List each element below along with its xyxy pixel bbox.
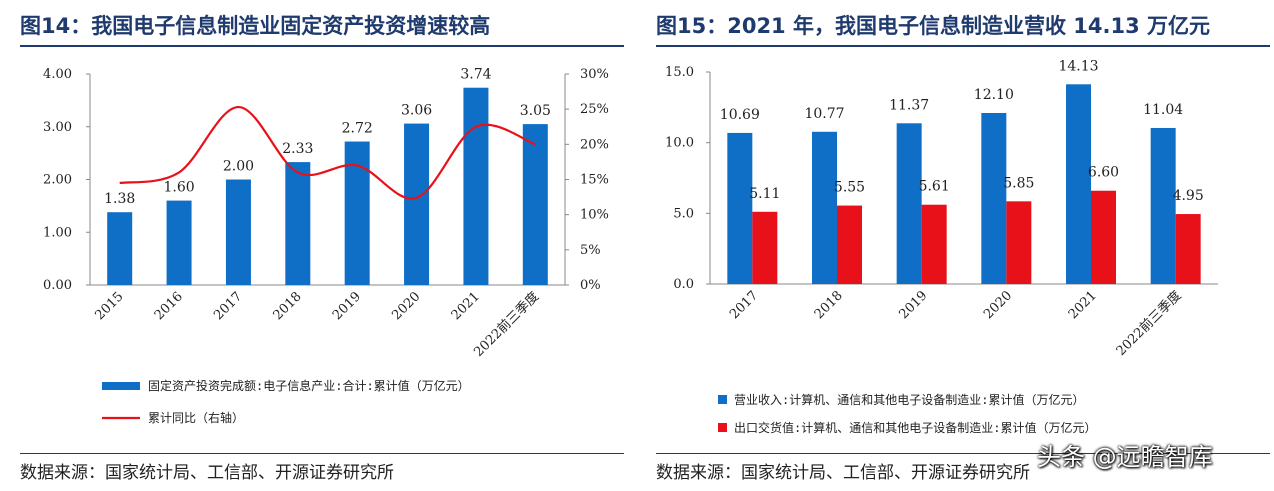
bar-data-label: 3.74 <box>460 67 491 83</box>
bar-revenue-data-label: 11.37 <box>889 97 929 113</box>
bar-export <box>921 204 947 284</box>
bar-export-data-label: 5.61 <box>919 179 950 195</box>
right-y-tick-label: 10% <box>580 208 609 223</box>
line-yoy-growth <box>119 105 536 200</box>
bar-data-label: 2.00 <box>223 159 254 175</box>
bar-data-label: 2.72 <box>342 121 373 137</box>
right-y-tick-label: 0% <box>580 278 601 293</box>
bar-data-label: 1.38 <box>104 191 135 207</box>
legend-label-revenue: 营业收入:计算机、通信和其他电子设备制造业:累计值（万亿元） <box>734 392 1084 407</box>
figure-14-panel: 图14：我国电子信息制造业固定资产投资增速较高 0.00 1.00 2.00 3.00… <box>0 0 628 491</box>
left-y-tick-label: 4.00 <box>43 67 72 82</box>
bar-investment <box>404 123 430 286</box>
bar-export-data-label: 5.55 <box>834 180 865 196</box>
bar-export-data-label: 6.60 <box>1088 165 1119 181</box>
left-y-tick-label: 0.00 <box>43 278 72 293</box>
bar-data-label: 3.06 <box>401 103 432 119</box>
bar-revenue <box>1066 84 1091 285</box>
bar-investment <box>166 200 192 285</box>
right-y-tick-label: 25% <box>580 102 609 117</box>
x-tick-label: 2015 <box>93 289 127 323</box>
right-y-tick-label: 30% <box>580 67 609 82</box>
left-y-tick-label: 3.00 <box>43 120 72 135</box>
legend-label-growth: 累计同比（右轴） <box>148 410 244 425</box>
legend-swatch-investment <box>102 382 140 390</box>
bar-revenue-data-label: 14.13 <box>1058 58 1098 74</box>
x-tick-label: 2019 <box>330 289 364 323</box>
right-y-tick-label: 5% <box>580 243 601 258</box>
bar-investment <box>522 124 548 285</box>
watermark: 头条 @远瞻智库 <box>1037 443 1213 471</box>
bar-investment <box>285 162 311 285</box>
x-tick-label: 2016 <box>152 289 186 323</box>
figure-14-title: 图14：我国电子信息制造业固定资产投资增速较高 <box>20 14 491 38</box>
bar-data-label: 1.60 <box>163 180 194 196</box>
bar-export-data-label: 4.95 <box>1173 188 1204 204</box>
bar-data-label: 3.05 <box>520 103 551 119</box>
bar-revenue <box>812 131 837 284</box>
x-tick-label: 2018 <box>271 289 305 323</box>
legend-label-export: 出口交货值:计算机、通信和其他电子设备制造业:累计值（万亿元） <box>734 420 1096 435</box>
figure-15-source-rule <box>656 453 1270 454</box>
right-y-tick-label: 20% <box>580 137 609 152</box>
bar-export <box>752 211 778 284</box>
figure-14-chart: 0.00 1.00 2.00 3.00 4.00 0% 5% 10% 15% 20% 25% 30% 1… <box>43 67 609 425</box>
bar-export <box>1006 201 1032 284</box>
x-tick-label: 2017 <box>211 289 245 323</box>
figure-15-chart: 0.0 5.0 10.0 15.0 10.69 5.11 2017 10.77 5.55 2018… <box>665 58 1218 435</box>
figure-15-panel: 图15：2021 年，我国电子信息制造业营收 14.13 万亿元 0.0 5.0 1… <box>650 0 1274 491</box>
x-tick-label: 2020 <box>981 288 1015 322</box>
bar-revenue <box>981 112 1007 284</box>
bar-revenue-data-label: 11.04 <box>1143 102 1183 118</box>
x-tick-label: 2019 <box>896 288 930 322</box>
bar-revenue <box>896 123 922 284</box>
figure-14-source-rule <box>20 453 624 454</box>
bar-export <box>837 205 862 284</box>
x-tick-label: 2021 <box>1066 288 1100 322</box>
figure-15-source: 数据来源：国家统计局、工信部、开源证券研究所 <box>656 463 1030 483</box>
bar-investment <box>107 212 133 285</box>
legend-label-investment: 固定资产投资完成额:电子信息产业:合计:累计值（万亿元） <box>148 378 470 393</box>
bar-investment <box>463 87 489 285</box>
figure-14-title-rule <box>20 45 624 47</box>
bar-export-data-label: 5.11 <box>749 186 780 202</box>
left-y-tick-label: 1.00 <box>43 225 72 240</box>
left-y-tick-label: 2.00 <box>43 173 72 188</box>
right-y-tick-label: 15% <box>580 173 609 188</box>
x-tick-label: 2017 <box>727 288 761 322</box>
x-tick-label: 2021 <box>449 289 483 323</box>
bar-export <box>1175 214 1201 284</box>
y-tick-label: 5.0 <box>673 206 694 221</box>
bar-export-data-label: 5.85 <box>1003 175 1034 191</box>
bar-revenue-data-label: 10.69 <box>720 107 760 123</box>
y-tick-label: 15.0 <box>665 65 694 80</box>
figure-15-title: 图15：2021 年，我国电子信息制造业营收 14.13 万亿元 <box>656 14 1211 38</box>
x-tick-label: 2020 <box>389 289 423 323</box>
bar-export <box>1091 190 1116 284</box>
bar-revenue-data-label: 10.77 <box>804 106 844 122</box>
bar-investment <box>344 141 370 285</box>
bar-data-label: 2.33 <box>282 141 313 157</box>
bar-revenue <box>727 132 753 284</box>
figure-14-source: 数据来源：国家统计局、工信部、开源证券研究所 <box>20 463 394 483</box>
x-tick-label: 2022前三季度 <box>1113 288 1184 359</box>
bar-revenue <box>1150 127 1176 284</box>
bar-revenue-data-label: 12.10 <box>974 87 1014 103</box>
y-tick-label: 0.0 <box>673 277 694 292</box>
y-tick-label: 10.0 <box>665 136 694 151</box>
legend-swatch-export <box>718 423 727 432</box>
figure-15-title-rule <box>656 45 1270 47</box>
legend-swatch-revenue <box>718 395 727 404</box>
x-tick-label: 2018 <box>812 288 846 322</box>
bar-investment <box>225 179 251 285</box>
